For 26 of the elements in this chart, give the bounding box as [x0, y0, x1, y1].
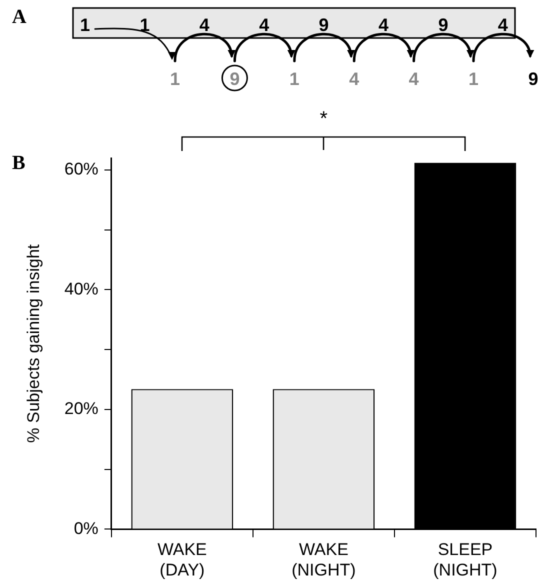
- text: 4: [199, 15, 210, 35]
- y-tick-label: 40%: [64, 279, 98, 298]
- x-tick-label: WAKE (DAY): [157, 540, 207, 580]
- text: 4: [259, 15, 270, 35]
- text: 1: [140, 15, 150, 35]
- text: 9: [528, 69, 538, 89]
- text: 9: [438, 15, 448, 35]
- y-tick-label: 0%: [74, 518, 98, 538]
- text: 4: [349, 69, 360, 89]
- chart-title: B: [12, 152, 26, 175]
- text: 1: [468, 69, 479, 89]
- text: 4: [408, 69, 419, 89]
- text: *: [318, 108, 329, 131]
- text: 1: [170, 69, 180, 89]
- text: 9: [318, 15, 329, 35]
- text: 1: [80, 15, 90, 35]
- y-tick-label: 60%: [64, 160, 98, 179]
- text: 4: [498, 15, 508, 35]
- x-tick-label: WAKE (NIGHT): [292, 540, 356, 580]
- x-tick-label: SLEEP (NIGHT): [433, 540, 498, 580]
- text: 9: [230, 69, 240, 89]
- text: 1: [289, 69, 300, 89]
- text: 4: [378, 15, 389, 35]
- y-axis-title: % Subjects gaining insight: [24, 244, 43, 443]
- text: A: [12, 6, 26, 29]
- y-tick-label: 20%: [64, 399, 98, 418]
